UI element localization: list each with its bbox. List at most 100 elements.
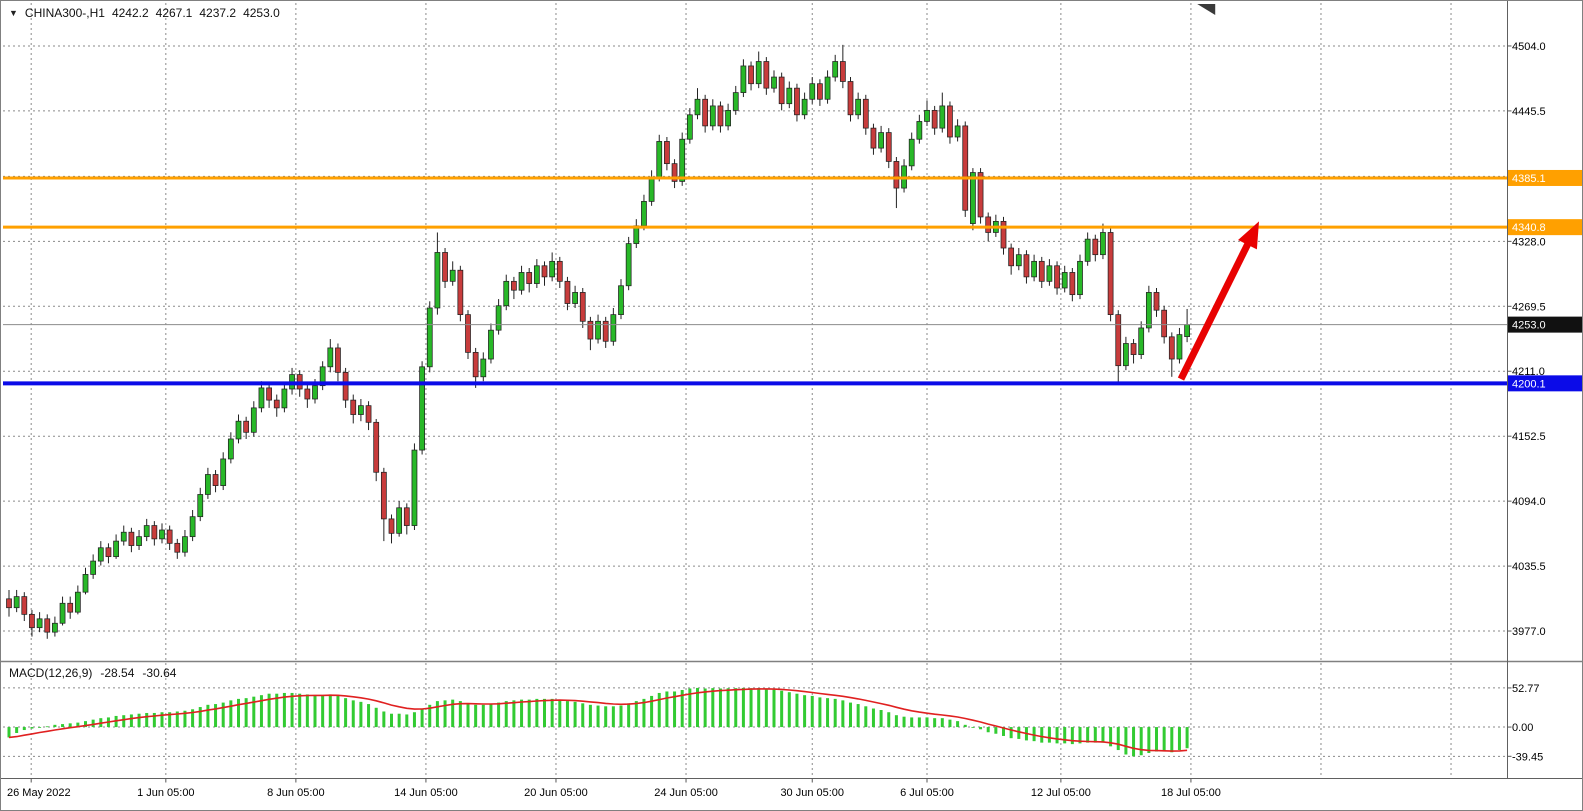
candle-down bbox=[373, 418, 380, 482]
candle-up bbox=[52, 616, 58, 637]
candle-up bbox=[159, 523, 165, 544]
macd-histogram-bar bbox=[879, 710, 883, 728]
candle-up bbox=[732, 85, 739, 115]
candle-body bbox=[885, 132, 892, 162]
candle-up bbox=[755, 51, 762, 89]
candle-down bbox=[947, 101, 953, 144]
candle-body bbox=[1092, 238, 1099, 256]
macd-histogram-bar bbox=[15, 727, 19, 733]
candle-body bbox=[1123, 343, 1129, 367]
macd-histogram-bar bbox=[550, 698, 554, 728]
candle-up bbox=[1123, 336, 1129, 371]
candle-down bbox=[6, 589, 12, 617]
macd-histogram-bar bbox=[152, 712, 156, 728]
macd-histogram-bar bbox=[971, 727, 975, 728]
macd-histogram-bar bbox=[573, 701, 577, 728]
macd-histogram-bar bbox=[420, 708, 424, 728]
candles-layer bbox=[6, 44, 1190, 639]
candle-down bbox=[266, 383, 272, 408]
candle-body bbox=[962, 125, 969, 211]
macd-histogram-bar bbox=[818, 697, 822, 728]
candle-body bbox=[556, 260, 563, 282]
macd-histogram-bar bbox=[803, 695, 807, 728]
time-scale[interactable]: 26 May 2022 1 Jun 05:00 8 Jun 05:00 14 Jun … bbox=[7, 778, 1221, 800]
candle-body bbox=[480, 358, 487, 378]
candle-up bbox=[633, 219, 640, 249]
candle-up bbox=[786, 81, 793, 109]
candle-up bbox=[518, 265, 525, 295]
candle-body bbox=[29, 613, 35, 629]
macd-histogram-bar bbox=[1086, 727, 1090, 743]
time-axis-label: 26 May 2022 bbox=[7, 787, 71, 799]
candle-down bbox=[541, 261, 548, 286]
macd-histogram-bar bbox=[749, 688, 753, 728]
candle-down bbox=[664, 137, 670, 171]
candle-down bbox=[273, 394, 280, 417]
candle-body bbox=[220, 458, 227, 486]
price-scale[interactable]: 4504.0 4445.5 4328.0 4269.5 4211.0 4152.5 4094… bbox=[1507, 41, 1583, 763]
time-axis-label: 30 Jun 05:00 bbox=[780, 787, 844, 799]
price-axis-label: 4445.5 bbox=[1512, 106, 1546, 118]
one-click-trading-collapse-icon[interactable]: ▼ bbox=[9, 7, 18, 18]
macd-histogram-bar bbox=[933, 718, 937, 728]
macd-histogram-bar bbox=[1177, 727, 1181, 751]
candle-body bbox=[1168, 336, 1175, 360]
macd-histogram-bar bbox=[351, 700, 355, 728]
candle-body bbox=[908, 138, 915, 167]
candle-up bbox=[1176, 327, 1183, 364]
candle-down bbox=[335, 343, 341, 382]
candle-body bbox=[472, 351, 479, 378]
candle-body bbox=[1138, 327, 1145, 355]
candle-down bbox=[388, 514, 395, 544]
candle-down bbox=[365, 401, 372, 431]
trend-arrow[interactable] bbox=[1177, 221, 1260, 381]
price-tag-4253.0: 4253.0 bbox=[1508, 316, 1582, 333]
candle-body bbox=[686, 114, 693, 140]
macd-histogram-bar bbox=[894, 715, 898, 728]
macd-histogram-bar bbox=[466, 703, 470, 728]
price-tag-4200.1: 4200.1 bbox=[1508, 375, 1582, 392]
candle-up bbox=[1061, 265, 1068, 293]
candle-up bbox=[449, 261, 456, 286]
candle-up bbox=[143, 518, 150, 542]
candle-body bbox=[1061, 272, 1068, 289]
candle-body bbox=[763, 61, 770, 89]
candle-body bbox=[1145, 292, 1152, 329]
candle-up bbox=[258, 381, 265, 413]
candle-up bbox=[434, 232, 441, 315]
macd-histogram-bar bbox=[826, 698, 830, 728]
macd-histogram-bar bbox=[1109, 727, 1113, 747]
candle-body bbox=[105, 547, 112, 558]
trend-arrow-shaft[interactable] bbox=[1177, 235, 1255, 381]
candle-up bbox=[1031, 254, 1037, 282]
candle-up bbox=[136, 529, 142, 550]
symbol-timeframe-label: CHINA300-,H1 bbox=[24, 6, 105, 20]
chart-shift-marker-icon[interactable] bbox=[1197, 4, 1216, 15]
candle-body bbox=[641, 201, 647, 227]
macd-histogram-bar bbox=[1155, 727, 1158, 752]
candle-up bbox=[725, 103, 731, 131]
macd-histogram-bar bbox=[206, 704, 210, 728]
candle-body bbox=[862, 98, 869, 129]
candle-up bbox=[908, 132, 915, 171]
candle-down bbox=[511, 276, 517, 300]
candle-down bbox=[128, 527, 135, 553]
macd-histogram-bar bbox=[91, 719, 95, 728]
macd-histogram-bar bbox=[221, 702, 225, 728]
candle-up bbox=[824, 70, 831, 104]
candle-body bbox=[403, 507, 410, 526]
macd-histogram-bar bbox=[435, 701, 439, 728]
candle-up bbox=[801, 92, 808, 120]
macd-histogram-bar bbox=[757, 688, 761, 728]
candle-body bbox=[419, 366, 425, 451]
candle-up bbox=[319, 361, 326, 391]
candle-down bbox=[564, 276, 571, 311]
candle-body bbox=[939, 105, 946, 129]
candle-down bbox=[1115, 310, 1122, 384]
price-axis-label: 4504.0 bbox=[1512, 41, 1546, 53]
candle-up bbox=[182, 529, 188, 557]
trend-arrow-head[interactable] bbox=[1238, 221, 1260, 250]
macd-histogram-bar bbox=[956, 721, 960, 728]
candle-body bbox=[839, 61, 846, 82]
